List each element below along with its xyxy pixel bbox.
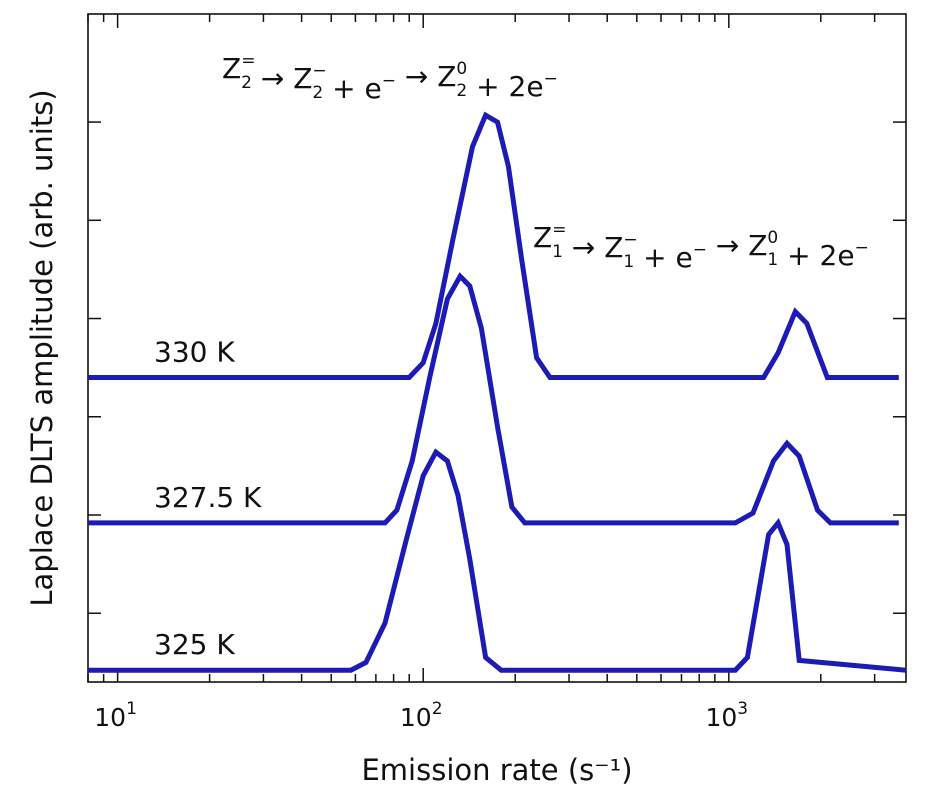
series-lines [88, 111, 907, 673]
axis-ticks [87, 14, 906, 682]
series-labels: 330 K 327.5 K 325 K [154, 335, 262, 661]
plot-frame [87, 13, 907, 683]
series-line-1 [88, 111, 899, 380]
series-label: 330 K [154, 335, 235, 368]
series-line-3 [88, 448, 907, 673]
x-tick-label: 103 [705, 699, 748, 732]
series-label: 325 K [154, 628, 235, 661]
x-tick-label: 101 [94, 699, 137, 732]
x-axis-label: Emission rate (s⁻¹) [361, 753, 632, 787]
x-tick-labels: 101 102 103 [94, 699, 748, 732]
annotations: Z= 2 → Z− 2 + e− → Z0 2 + 2e− Z= 1 → Z− 1 + e−… [222, 51, 869, 274]
y-axis-label: Laplace DLTS amplitude (arb. units) [25, 89, 59, 606]
equation-annotation: Z= 2 → Z− 2 + e− → Z0 2 + 2e− [222, 51, 558, 105]
series-label: 327.5 K [154, 481, 262, 514]
equation-annotation: Z= 1 → Z− 1 + e− → Z0 1 + 2e− [533, 220, 869, 274]
series-line-2 [88, 272, 899, 526]
x-tick-label: 102 [400, 699, 443, 732]
